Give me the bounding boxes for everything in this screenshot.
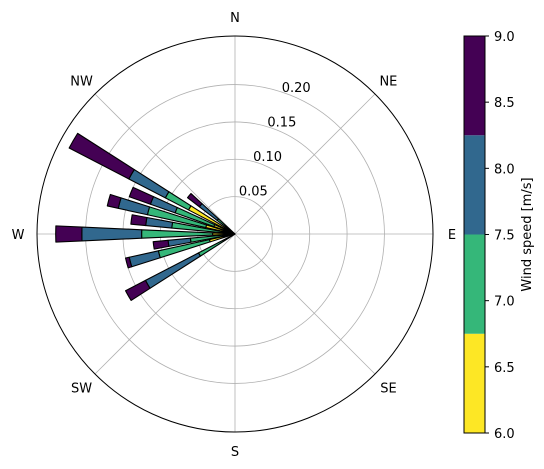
direction-label-s: S <box>231 445 239 460</box>
grid-spoke-315 <box>94 93 236 235</box>
radial-tick-labels: 0.05 0.10 0.15 0.20 <box>239 81 311 200</box>
direction-label-nw: NW <box>70 75 93 90</box>
sector-255-bin-2 <box>128 250 161 268</box>
wind-sectors <box>55 132 236 301</box>
radial-tick-label-3: 0.20 <box>282 81 311 96</box>
colorbar-ticks: 6.0 6.5 7.0 7.5 8.0 8.5 9.0 <box>485 30 515 442</box>
sector-285-bin-3 <box>106 193 122 209</box>
sector-262-bin-3 <box>152 239 170 250</box>
grid-spoke-45 <box>234 93 376 235</box>
colorbar-tick-label-0: 6.0 <box>494 427 515 442</box>
direction-label-se: SE <box>380 381 396 396</box>
colorbar-bin-3 <box>464 36 485 136</box>
sector-255-bin-3 <box>124 256 133 269</box>
outer-circle <box>36 35 434 433</box>
radial-tick-label-0: 0.05 <box>239 184 268 199</box>
colorbar: 6.0 6.5 7.0 7.5 8.0 8.5 9.0 Wind speed [m/s] <box>463 30 535 442</box>
direction-labels: N NE E SE S SW W NW <box>12 11 457 460</box>
colorbar-tick-label-6: 9.0 <box>494 30 515 45</box>
direction-label-e: E <box>448 228 456 243</box>
sector-300-bin-3 <box>68 132 135 180</box>
direction-label-ne: NE <box>379 75 397 90</box>
direction-label-n: N <box>230 11 240 26</box>
colorbar-tick-label-3: 7.5 <box>494 229 515 244</box>
colorbar-tick-label-1: 6.5 <box>494 361 515 376</box>
colorbar-label: Wind speed [m/s] <box>520 177 535 291</box>
sector-270-bin-2 <box>81 226 143 242</box>
colorbar-bins <box>463 35 486 434</box>
polar-grid <box>36 35 434 433</box>
sector-240-bin-3 <box>124 279 151 301</box>
grid-spoke-225 <box>94 233 236 375</box>
sector-310-bin-3 <box>186 192 203 208</box>
direction-label-sw: SW <box>71 381 92 396</box>
radial-tick-label-2: 0.15 <box>267 115 296 130</box>
sector-270-bin-3 <box>55 225 83 243</box>
sector-278-bin-3 <box>130 214 148 227</box>
colorbar-bin-0 <box>464 333 485 433</box>
grid-spoke-135 <box>234 233 376 375</box>
colorbar-tick-label-4: 8.0 <box>494 162 515 177</box>
colorbar-bin-1 <box>464 234 485 334</box>
direction-label-w: W <box>12 228 25 243</box>
colorbar-tick-label-2: 7.0 <box>494 295 515 310</box>
sector-292-bin-3 <box>128 186 155 205</box>
radial-tick-label-1: 0.10 <box>253 150 282 165</box>
colorbar-tick-label-5: 8.5 <box>494 96 515 111</box>
colorbar-bin-2 <box>464 135 485 235</box>
